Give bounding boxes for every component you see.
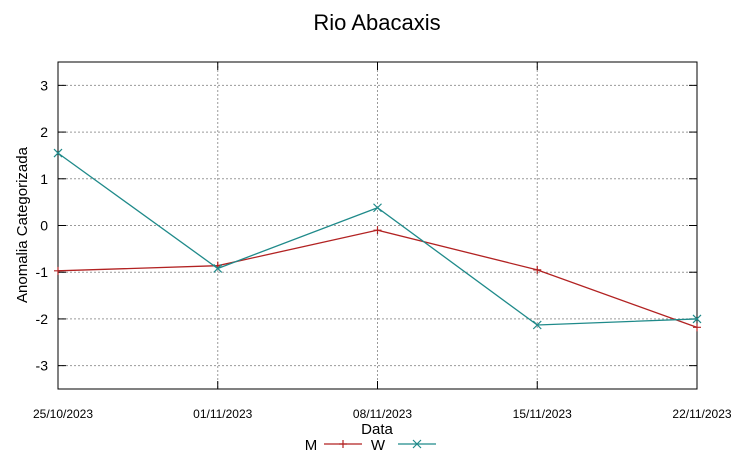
data-point-W xyxy=(373,203,382,213)
series-group xyxy=(53,148,702,332)
x-tick-label: 25/10/2023 xyxy=(33,407,93,421)
y-tick-label: 3 xyxy=(40,77,48,93)
grid-lines xyxy=(58,62,697,389)
y-axis-ticks: 3 2 1 0 -1 -2 -3 xyxy=(36,77,697,374)
legend-marker-W xyxy=(412,439,422,449)
x-tick-label: 15/11/2023 xyxy=(513,407,572,421)
legend-marker-M xyxy=(339,440,347,448)
data-point-W xyxy=(53,148,63,158)
chart-title: Rio Abacaxis xyxy=(313,10,440,35)
y-axis-label: Anomalia Categorizada xyxy=(14,146,31,303)
x-axis-label: Data xyxy=(361,421,393,438)
data-point-W xyxy=(213,264,223,273)
y-tick-label: 2 xyxy=(40,124,48,140)
y-tick-label: -1 xyxy=(36,264,49,280)
x-tick-label: 08/11/2023 xyxy=(353,407,412,421)
data-point-M xyxy=(54,266,62,275)
legend-label-M: M xyxy=(305,437,318,454)
y-tick-label: -2 xyxy=(36,311,49,327)
y-tick-label: 0 xyxy=(40,218,48,234)
x-tick-label: 01/11/2023 xyxy=(193,407,252,421)
y-tick-label: 1 xyxy=(40,171,48,187)
y-tick-label: -3 xyxy=(36,358,49,374)
x-tick-label: 22/11/2023 xyxy=(672,407,731,421)
data-point-M xyxy=(373,226,382,235)
data-point-W xyxy=(532,320,542,330)
data-point-W xyxy=(692,314,702,324)
data-point-M xyxy=(693,323,701,332)
data-point-M xyxy=(533,265,542,274)
x-axis-ticks: 25/10/2023 01/11/2023 08/11/2023 15/11/2023… xyxy=(33,62,732,421)
legend-label-W: W xyxy=(371,437,386,454)
